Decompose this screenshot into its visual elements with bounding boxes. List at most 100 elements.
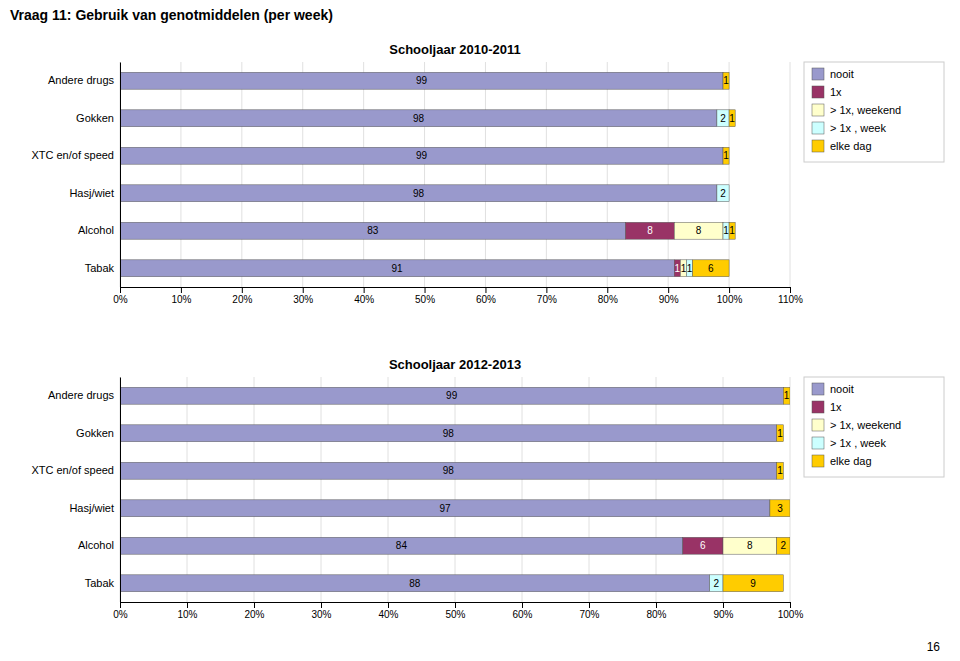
x-tick: 100% — [778, 602, 804, 620]
bar-segment — [674, 260, 680, 277]
legend-label: nooit — [830, 68, 854, 80]
y-tick: Tabak — [85, 262, 115, 274]
x-tick-label: 70% — [579, 609, 599, 620]
x-tick-mark — [790, 287, 791, 293]
grid-line — [790, 377, 791, 602]
x-tick-label: 60% — [512, 609, 532, 620]
data-label: 88 — [409, 578, 421, 589]
x-tick-label: 80% — [646, 609, 666, 620]
x-tick-mark — [425, 287, 426, 293]
grid-line — [522, 377, 523, 602]
grid-line — [321, 377, 322, 602]
y-tick-label: Hasj/wiet — [69, 187, 114, 199]
legend-swatch — [812, 401, 824, 413]
x-tick: 50% — [415, 287, 435, 305]
legend-label: > 1x, weekend — [830, 419, 901, 431]
bar-segment — [717, 110, 729, 127]
data-label: 84 — [396, 540, 408, 551]
bar-segment — [729, 185, 730, 202]
data-label: 6 — [700, 540, 706, 551]
bar-segment — [729, 110, 735, 127]
legend-swatch — [812, 419, 824, 431]
legend-label: elke dag — [830, 455, 872, 467]
y-tick-label: Andere drugs — [48, 389, 115, 401]
x-tick-label: 50% — [415, 294, 435, 305]
y-tick-label: Hasj/wiet — [69, 502, 114, 514]
data-label: 8 — [696, 225, 702, 236]
x-tick: 60% — [512, 602, 532, 620]
grid-line — [363, 62, 364, 287]
bar-segment — [120, 222, 626, 239]
x-tick-mark — [120, 287, 121, 293]
x-tick-label: 40% — [354, 294, 374, 305]
data-labels: 999898978488682111329 — [396, 390, 790, 589]
legend-frame — [804, 377, 944, 477]
x-tick: 20% — [244, 602, 264, 620]
grid-line — [241, 62, 242, 287]
y-tick: Gokken — [76, 112, 114, 124]
legend-swatch — [812, 437, 824, 449]
data-label: 1 — [777, 465, 783, 476]
chart-panel: 9998989784886821113290%10%20%30%40%50%60… — [31, 377, 944, 620]
y-tick-label: XTC en/of speed — [31, 464, 114, 476]
bar-segment — [723, 575, 783, 592]
data-label: 3 — [777, 503, 783, 514]
grid-line — [589, 377, 590, 602]
legend: nooit1x> 1x, weekend> 1x , weekelke dag — [804, 377, 944, 477]
x-tick-label: 40% — [378, 609, 398, 620]
data-label: 8 — [647, 225, 653, 236]
x-tick-label: 20% — [232, 294, 252, 305]
series — [723, 387, 790, 591]
data-label: 98 — [443, 428, 455, 439]
series — [120, 387, 783, 591]
data-label: 1 — [729, 225, 735, 236]
bar-segment — [777, 425, 784, 442]
legend-item: nooit — [812, 383, 854, 395]
y-tick-label: Gokken — [76, 112, 114, 124]
data-label: 8 — [747, 540, 753, 551]
grid-line — [120, 62, 121, 287]
y-tick-label: Alcohol — [78, 539, 114, 551]
grid-line — [187, 377, 188, 602]
legend-swatch — [812, 86, 824, 98]
x-tick-mark — [303, 287, 304, 293]
data-label: 99 — [416, 75, 428, 86]
y-tick: XTC en/of speed — [31, 149, 114, 161]
grid-line — [424, 62, 425, 287]
grid-line — [485, 62, 486, 287]
grid-line — [455, 377, 456, 602]
grid-line — [656, 377, 657, 602]
data-label: 1 — [675, 263, 681, 274]
bar-segment — [120, 110, 717, 127]
x-tick: 0% — [113, 602, 128, 620]
x-tick: 30% — [293, 287, 313, 305]
bars — [120, 72, 735, 276]
bar-segment — [723, 537, 777, 554]
x-tick-mark — [254, 602, 255, 608]
x-tick-mark — [321, 602, 322, 608]
y-tick: Hasj/wiet — [69, 502, 114, 514]
x-tick-label: 60% — [476, 294, 496, 305]
data-label: 2 — [714, 578, 720, 589]
x-tick-mark — [120, 602, 121, 608]
legend-item: > 1x , week — [812, 437, 886, 449]
legend-swatch — [812, 122, 824, 134]
data-label: 99 — [446, 390, 458, 401]
grid-line — [668, 62, 669, 287]
y-tick: Tabak — [85, 577, 115, 589]
x-tick: 60% — [476, 287, 496, 305]
x-tick: 70% — [579, 602, 599, 620]
data-label: 1 — [723, 150, 729, 161]
y-tick-label: Andere drugs — [48, 74, 115, 86]
bar-segment — [710, 575, 723, 592]
data-label: 2 — [720, 113, 726, 124]
bar-segment — [683, 537, 723, 554]
legend-swatch — [812, 455, 824, 467]
y-tick-label: Tabak — [85, 577, 115, 589]
x-tick: 100% — [717, 287, 743, 305]
x-tick-mark — [723, 602, 724, 608]
x-tick-label: 90% — [713, 609, 733, 620]
data-labels: 9998999883918181221111116 — [367, 75, 735, 274]
series — [120, 72, 723, 276]
grid-line — [120, 377, 121, 602]
